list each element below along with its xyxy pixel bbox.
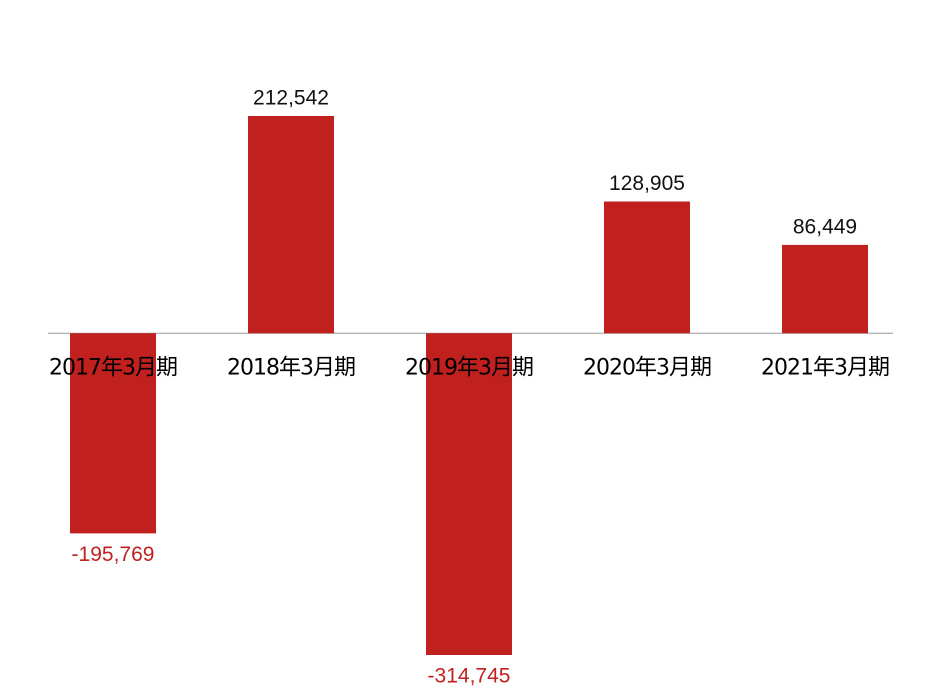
value-label: -314,745 bbox=[428, 665, 511, 688]
bar bbox=[426, 333, 512, 655]
bar bbox=[782, 244, 868, 334]
value-label: 128,905 bbox=[609, 172, 685, 195]
value-label: 212,542 bbox=[253, 87, 329, 110]
x-tick-label: 2017年3月期 bbox=[49, 355, 177, 380]
bar bbox=[248, 116, 334, 334]
value-label: 86,449 bbox=[793, 215, 857, 238]
bar bbox=[604, 201, 690, 334]
x-tick-label: 2018年3月期 bbox=[227, 355, 355, 380]
x-tick-label: 2021年3月期 bbox=[761, 355, 889, 380]
x-tick-label: 2020年3月期 bbox=[583, 355, 711, 380]
value-label: -195,769 bbox=[72, 543, 155, 566]
bar bbox=[70, 333, 156, 534]
x-tick-label: 2019年3月期 bbox=[405, 355, 533, 380]
